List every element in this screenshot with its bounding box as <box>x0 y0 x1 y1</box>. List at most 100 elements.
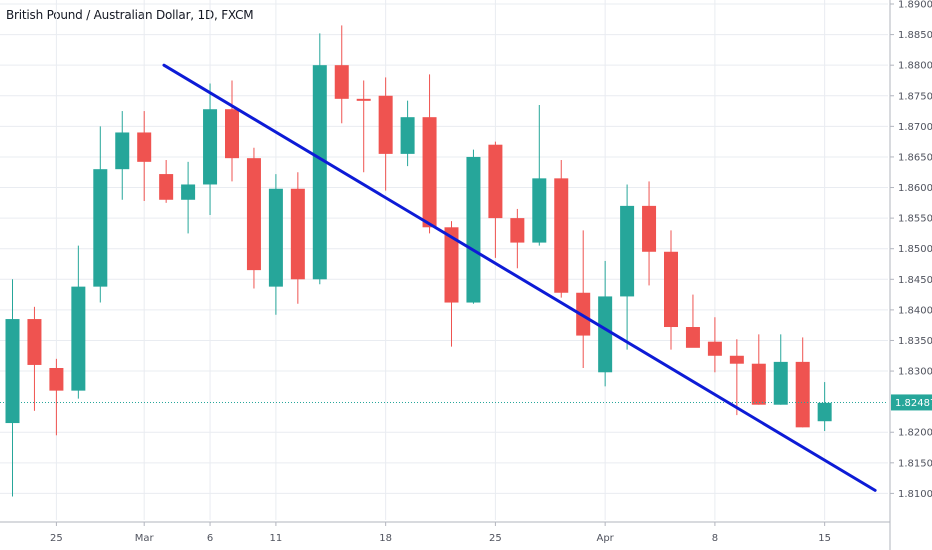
candle-body <box>532 178 547 243</box>
candle[interactable] <box>729 339 744 416</box>
candle[interactable] <box>181 161 196 234</box>
y-tick-label: 1.87500 <box>898 91 932 102</box>
candle-body <box>115 132 130 170</box>
candle[interactable] <box>290 172 305 304</box>
candle[interactable] <box>751 334 766 405</box>
candle-body <box>620 205 635 297</box>
y-tick-label: 1.88000 <box>898 61 932 72</box>
x-tick-label: 18 <box>379 533 392 544</box>
current-price-label: 1.82487 <box>895 398 932 409</box>
candle-body <box>795 361 810 428</box>
candle[interactable] <box>159 160 174 203</box>
candle-body <box>642 205 657 252</box>
candle-body <box>356 98 371 101</box>
candle[interactable] <box>554 160 569 298</box>
candle-body <box>71 286 86 391</box>
y-tick-label: 1.88500 <box>898 30 932 41</box>
x-tick-label: 6 <box>207 533 213 544</box>
candle[interactable] <box>664 230 678 350</box>
candle-body <box>466 156 481 303</box>
candle[interactable] <box>466 149 481 304</box>
candle-body <box>181 184 196 200</box>
y-tick-label: 1.83000 <box>898 367 932 378</box>
candle[interactable] <box>510 208 525 269</box>
candle-body <box>378 95 393 154</box>
y-tick-label: 1.83500 <box>898 336 932 347</box>
candle[interactable] <box>817 382 832 432</box>
current-price-badge: 1.82487 <box>891 394 932 411</box>
x-tick-label: 8 <box>712 533 718 544</box>
candle-body <box>312 65 327 280</box>
candle[interactable] <box>773 334 788 405</box>
candle-body <box>510 218 525 243</box>
candle[interactable] <box>49 358 64 436</box>
candle[interactable] <box>378 77 393 191</box>
y-tick-label: 1.86500 <box>898 152 932 163</box>
candle-body <box>685 327 700 348</box>
candle-body <box>246 158 261 271</box>
candle-body <box>554 178 569 293</box>
candle-body <box>5 319 20 424</box>
candle[interactable] <box>356 80 371 173</box>
candle-body <box>93 169 108 287</box>
candle[interactable] <box>268 174 283 315</box>
y-tick-label: 1.87000 <box>898 122 932 133</box>
gridlines <box>0 0 888 520</box>
candle-body <box>400 117 415 154</box>
candle[interactable] <box>137 111 152 201</box>
candle[interactable] <box>93 126 108 303</box>
candle[interactable] <box>115 111 130 200</box>
candles-group <box>5 25 832 497</box>
candle-body <box>598 296 613 373</box>
candle-body <box>334 65 349 99</box>
candle[interactable] <box>598 260 613 387</box>
candle[interactable] <box>444 221 459 347</box>
candle[interactable] <box>225 80 239 182</box>
candle[interactable] <box>246 147 261 289</box>
candle[interactable] <box>707 317 722 373</box>
y-tick-label: 1.84000 <box>898 305 932 316</box>
candle-body <box>488 144 503 219</box>
y-tick-label: 1.81000 <box>898 489 932 500</box>
x-tick-label: 15 <box>818 533 831 544</box>
x-tick-label: 11 <box>270 533 283 544</box>
candle-body <box>225 109 239 159</box>
candle-body <box>664 251 678 328</box>
candle-body <box>290 188 305 280</box>
candle[interactable] <box>400 100 415 167</box>
candle-body <box>159 174 174 200</box>
candle[interactable] <box>532 104 547 246</box>
y-tick-label: 1.82000 <box>898 428 932 439</box>
candle-body <box>137 132 152 162</box>
candle-body <box>268 188 283 287</box>
candle[interactable] <box>795 337 810 428</box>
candle-body <box>49 368 64 391</box>
candle[interactable] <box>422 74 437 234</box>
candle-body <box>773 361 788 405</box>
trend-line[interactable] <box>162 63 877 492</box>
candle[interactable] <box>576 230 591 368</box>
candle[interactable] <box>27 306 42 411</box>
x-tick-label: 25 <box>489 533 502 544</box>
y-tick-label: 1.86000 <box>898 183 932 194</box>
candle[interactable] <box>203 83 218 216</box>
candle-body <box>27 319 42 365</box>
candle[interactable] <box>71 245 86 399</box>
candle-body <box>817 402 832 422</box>
candle[interactable] <box>620 184 635 350</box>
candle[interactable] <box>5 279 20 497</box>
candle[interactable] <box>685 294 700 348</box>
y-tick-label: 1.85500 <box>898 214 932 225</box>
candle-body <box>422 117 437 228</box>
candle[interactable] <box>488 141 503 258</box>
y-tick-label: 1.89000 <box>898 0 932 11</box>
y-tick-label: 1.84500 <box>898 275 932 286</box>
x-tick-label: Mar <box>135 533 155 544</box>
candle[interactable] <box>334 25 349 124</box>
candle-body <box>444 227 459 303</box>
current-price-badge-bg <box>891 394 932 411</box>
candle[interactable] <box>642 181 657 286</box>
